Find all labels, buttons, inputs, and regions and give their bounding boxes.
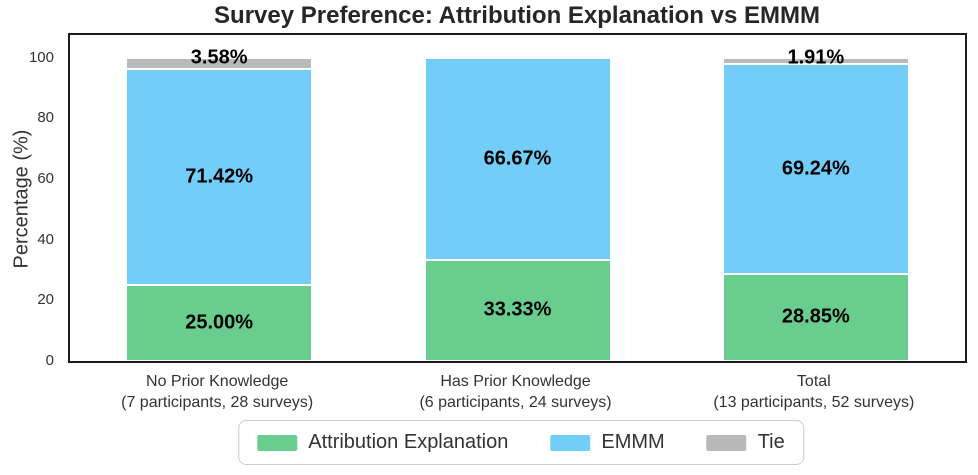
- y-tick-label: 40: [37, 230, 54, 248]
- y-axis-ticks: 0 20 40 60 80 100: [0, 35, 60, 369]
- legend-label: Tie: [757, 431, 785, 453]
- bar-segment-tie: [722, 57, 909, 64]
- y-tick-label: 100: [28, 48, 54, 66]
- bar-value-label: 71.42%: [185, 165, 254, 188]
- chart-title: Survey Preference: Attribution Explanati…: [214, 2, 820, 29]
- bar-segment-attribution-explanation: [424, 259, 611, 361]
- x-tick-line2: (6 participants, 24 surveys): [419, 394, 612, 411]
- bar-value-label: 69.24%: [781, 157, 850, 180]
- x-tick-label: Has Prior Knowledge (6 participants, 24 s…: [419, 371, 611, 413]
- bar-value-label: 33.33%: [483, 298, 552, 321]
- bar-value-label: 1.91%: [787, 46, 845, 69]
- x-tick-line1: Total: [796, 373, 831, 390]
- legend-swatch-attribution-explanation: [257, 434, 298, 451]
- y-tick-label: 20: [37, 291, 54, 309]
- x-tick-label: Total (13 participants, 52 surveys): [713, 371, 914, 413]
- y-tick-label: 60: [37, 170, 54, 188]
- bar-segment-emmm: [722, 63, 909, 274]
- legend-swatch-tie: [706, 434, 747, 451]
- x-axis-ticks: No Prior Knowledge (7 participants, 28 su…: [68, 371, 967, 417]
- bar-value-label: 28.85%: [781, 305, 850, 328]
- legend: Attribution Explanation EMMM Tie: [238, 420, 804, 465]
- bar-segment-emmm: [424, 57, 611, 260]
- x-tick-line1: Has Prior Knowledge: [440, 373, 591, 390]
- bar-segment-attribution-explanation: [126, 285, 313, 361]
- bar-segment-attribution-explanation: [722, 273, 909, 361]
- bar-segment-emmm: [126, 68, 313, 286]
- x-tick-line2: (7 participants, 28 surveys): [121, 394, 314, 411]
- plot-area: 25.00% 71.42% 3.58% 33.33% 66.67% 28.85% 69.24…: [68, 33, 967, 363]
- bar-segment-tie: [126, 57, 313, 69]
- x-tick-line2: (13 participants, 52 surveys): [713, 394, 915, 411]
- y-tick-label: 80: [37, 109, 54, 127]
- bar-value-label: 66.67%: [483, 147, 552, 170]
- legend-item-emmm: EMMM: [550, 431, 665, 454]
- x-tick-label: No Prior Knowledge (7 participants, 28 su…: [121, 371, 313, 413]
- bar-value-label: 3.58%: [190, 46, 248, 69]
- bar-value-label: 25.00%: [185, 311, 254, 334]
- y-tick-label: 0: [45, 352, 54, 369]
- legend-swatch-emmm: [550, 434, 591, 451]
- legend-item-tie: Tie: [706, 431, 785, 454]
- x-tick-line1: No Prior Knowledge: [146, 373, 289, 390]
- legend-item-attribution-explanation: Attribution Explanation: [257, 431, 508, 454]
- legend-label: Attribution Explanation: [308, 431, 509, 453]
- legend-label: EMMM: [601, 431, 665, 453]
